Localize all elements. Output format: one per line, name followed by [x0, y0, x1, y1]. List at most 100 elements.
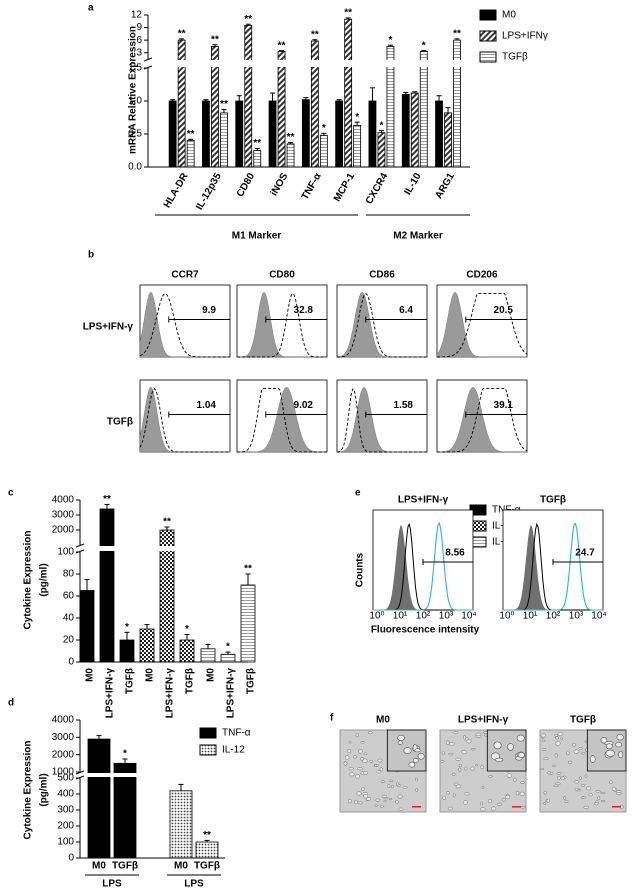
cell [611, 786, 616, 791]
axis-break [145, 60, 470, 67]
cell [520, 781, 525, 784]
control-histogram [437, 386, 527, 453]
gate-value: 20.5 [494, 305, 514, 316]
cell [576, 789, 582, 792]
x-tick-label: 10³ [569, 611, 584, 622]
gate-value: 8.56 [445, 548, 465, 559]
cell [566, 751, 570, 756]
column-label: CD86 [369, 270, 395, 281]
x-tick-label: CXCR4 [364, 171, 391, 206]
cell [380, 804, 384, 809]
bar [202, 100, 210, 168]
cell [388, 798, 393, 801]
cell [586, 786, 591, 791]
cell [374, 764, 377, 767]
panel-letter: e [355, 488, 361, 499]
inset-cell [616, 734, 624, 741]
bar [310, 40, 319, 168]
cell [458, 767, 462, 772]
cell [383, 800, 387, 803]
cell [594, 802, 599, 806]
column-label: CCR7 [171, 270, 199, 281]
cell [463, 735, 467, 740]
stain-histogram [139, 293, 230, 358]
cell [354, 799, 358, 805]
bar [186, 140, 195, 168]
y-tick-label: 3000 [52, 732, 75, 743]
cell [557, 775, 561, 780]
cell [462, 800, 468, 805]
cell [454, 782, 459, 786]
cell [357, 801, 363, 805]
x-tick-label: HLA-DR [162, 171, 191, 210]
gate-value: 1.58 [394, 400, 414, 411]
x-tick-label: ARG1 [434, 171, 458, 201]
break-mark [75, 775, 85, 780]
legend-label: M0 [502, 10, 516, 21]
y-tick-label: 0 [68, 657, 74, 668]
stain-histogram [237, 293, 327, 358]
cell [353, 755, 357, 759]
bar [344, 18, 353, 168]
bar [301, 99, 310, 168]
significance: ** [311, 29, 319, 40]
inset-cell [493, 741, 502, 750]
x-axis-label: Fluorescence intensity [371, 625, 480, 636]
y-axis-label: mRNA Relative Expression [128, 26, 139, 154]
x-tick-label: 10⁴ [591, 611, 606, 622]
cell [387, 783, 391, 789]
legend-swatch [479, 9, 497, 21]
bar [244, 25, 253, 168]
bar [195, 841, 219, 859]
x-tick-label: iNOS [269, 171, 291, 198]
group-label: LPS [102, 879, 122, 890]
cell [445, 740, 450, 745]
cell [553, 784, 559, 788]
stain-histogram [237, 388, 327, 453]
gate-value: 32.8 [294, 305, 314, 316]
gate-value: 9.9 [202, 305, 216, 316]
y-tick-label: 2000 [52, 749, 75, 760]
break-mark [143, 65, 153, 70]
significance: ** [220, 99, 228, 110]
y-tick-label: 1.0 [128, 96, 142, 107]
x-tick-label: IL-10 [402, 171, 423, 197]
cell [355, 733, 359, 738]
cell [363, 793, 369, 799]
x-tick-label: 10¹ [393, 611, 408, 622]
cell [564, 800, 569, 804]
y-tick-label: 400 [57, 789, 74, 800]
legend-label: TGFβ [502, 52, 528, 63]
x-tick-label: TGFβ [112, 861, 138, 872]
cell [520, 806, 526, 809]
cell [363, 771, 368, 775]
group-label: LPS [184, 879, 204, 890]
cell [442, 795, 447, 800]
break-mark [75, 543, 85, 548]
cell [448, 752, 454, 756]
x-tick-label: LPS+IFN-γ [105, 668, 116, 719]
bar [277, 51, 286, 168]
gate-value: 6.4 [399, 305, 413, 316]
cell [470, 766, 475, 771]
scale-bar [412, 806, 421, 808]
y-tick-label: 12 [131, 10, 143, 21]
inset-cell [507, 743, 514, 751]
bar [177, 39, 186, 168]
significance: ** [103, 494, 111, 505]
x-tick-label: 10³ [439, 611, 454, 622]
x-tick-label: 10² [416, 611, 431, 622]
cell [555, 782, 561, 786]
scale-bar [612, 806, 621, 808]
cell [583, 805, 589, 809]
group-label: M1 Marker [232, 231, 282, 242]
cell [391, 784, 394, 789]
stain-histogram [437, 293, 528, 358]
cell [363, 752, 368, 756]
y-tick-label: 0.5 [128, 129, 142, 140]
cell [395, 799, 399, 804]
bar [319, 134, 328, 168]
cell [491, 806, 497, 811]
cell [519, 791, 525, 796]
significance: ** [211, 34, 219, 45]
